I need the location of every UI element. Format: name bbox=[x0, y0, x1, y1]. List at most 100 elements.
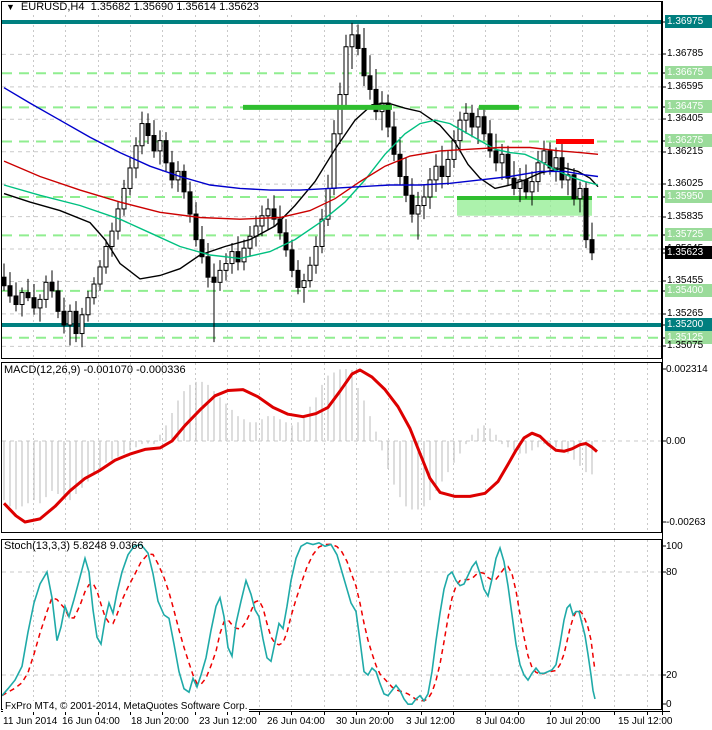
macd-axis-label: 0.00 bbox=[666, 436, 686, 447]
candle-body bbox=[301, 280, 307, 288]
candle-body bbox=[79, 314, 85, 335]
price-label: 1.35400 bbox=[665, 284, 712, 297]
candle-body bbox=[391, 126, 397, 155]
candle-body bbox=[31, 297, 37, 309]
candle-body bbox=[277, 218, 283, 234]
time-label: 18 Jun 20:00 bbox=[131, 716, 189, 727]
time-label: 15 Jul 12:00 bbox=[618, 716, 673, 727]
candle-body bbox=[67, 310, 73, 326]
candle-body bbox=[199, 239, 205, 258]
candle-body bbox=[367, 75, 373, 90]
candle-body bbox=[553, 157, 559, 169]
price-label: 1.35125 bbox=[665, 331, 712, 344]
candle-body bbox=[397, 153, 403, 177]
candle-body bbox=[139, 123, 145, 147]
stoch-axis-label: 80 bbox=[666, 567, 678, 578]
candle-body bbox=[109, 230, 115, 247]
macd-signal-line bbox=[2, 368, 598, 524]
stoch-k-line bbox=[2, 541, 596, 706]
support-zone bbox=[457, 196, 592, 216]
price-label: 1.35950 bbox=[665, 190, 712, 203]
candle-body bbox=[73, 310, 79, 335]
candle-body bbox=[421, 196, 427, 207]
candle-body bbox=[241, 247, 247, 263]
price-label: 1.36785 bbox=[667, 48, 704, 59]
candle-body bbox=[439, 165, 445, 177]
candle-body bbox=[373, 88, 379, 113]
candle-body bbox=[55, 290, 61, 312]
symbol-dropdown-icon[interactable]: ▼ bbox=[6, 2, 15, 12]
candle-body bbox=[469, 112, 475, 128]
candle-body bbox=[169, 162, 175, 181]
candle-body bbox=[13, 295, 19, 306]
ohlc-values: 1.35682 1.35690 1.35614 1.35623 bbox=[90, 1, 259, 13]
candle-body bbox=[361, 47, 367, 77]
time-label: 11 Jun 2014 bbox=[3, 716, 58, 727]
candle-body bbox=[505, 153, 511, 179]
candle-body bbox=[157, 140, 163, 152]
time-label: 3 Jul 12:00 bbox=[406, 716, 455, 727]
candle-body bbox=[337, 94, 343, 135]
candle-body bbox=[433, 165, 439, 181]
candle-body bbox=[547, 150, 553, 169]
candle-body bbox=[127, 167, 133, 189]
price-label: 1.35455 bbox=[667, 275, 704, 286]
candle-body bbox=[145, 123, 151, 137]
macd-axis-label: -0.00263 bbox=[666, 517, 706, 528]
candle-body bbox=[295, 269, 301, 288]
price-label: 1.35075 bbox=[667, 340, 704, 351]
ma-black bbox=[3, 102, 599, 280]
candle-body bbox=[181, 170, 187, 193]
candle-body bbox=[319, 218, 325, 247]
candle-body bbox=[193, 213, 199, 241]
candle-body bbox=[223, 263, 229, 271]
candle-body bbox=[463, 112, 469, 121]
candle-body bbox=[517, 179, 523, 189]
ma-red bbox=[3, 146, 599, 220]
price-label: 1.36595 bbox=[667, 81, 704, 92]
price-label: 1.35725 bbox=[665, 228, 712, 241]
candle-body bbox=[589, 239, 595, 254]
ma-blue bbox=[3, 87, 599, 191]
candle-body bbox=[343, 46, 349, 96]
main-plot bbox=[2, 22, 599, 348]
price-label: 1.36475 bbox=[665, 100, 712, 113]
macd-panel-border bbox=[1, 362, 662, 533]
candle-body bbox=[43, 281, 49, 300]
stoch-panel-border bbox=[1, 539, 662, 710]
candle-body bbox=[331, 133, 337, 189]
candle-body bbox=[307, 264, 313, 282]
candle-body bbox=[217, 269, 223, 283]
time-label: 30 Jun 20:00 bbox=[336, 716, 394, 727]
candle-body bbox=[91, 283, 97, 299]
candle-body bbox=[427, 179, 433, 198]
price-label: 1.36025 bbox=[667, 178, 704, 189]
candle-body bbox=[265, 208, 271, 217]
candle-body bbox=[499, 153, 505, 164]
candle-body bbox=[25, 292, 31, 299]
time-label: 26 Jun 04:00 bbox=[267, 716, 325, 727]
candle-body bbox=[445, 158, 451, 177]
candle-body bbox=[493, 150, 499, 164]
current-price-label: 1.35623 bbox=[665, 246, 712, 259]
candle-body bbox=[2, 276, 7, 287]
candle-body bbox=[211, 276, 217, 283]
candle-body bbox=[355, 34, 361, 49]
price-label: 1.35265 bbox=[667, 308, 704, 319]
stoch-indicator-label: Stoch(13,3,3) 5.8248 9.0366 bbox=[4, 540, 144, 552]
candle-body bbox=[481, 116, 487, 135]
price-label: 1.36405 bbox=[667, 113, 704, 124]
candle-body bbox=[571, 174, 577, 200]
candle-body bbox=[577, 187, 583, 200]
candle-body bbox=[475, 116, 481, 128]
symbol-period-label: EURUSD,H4 bbox=[20, 1, 85, 13]
candle-body bbox=[19, 292, 25, 306]
candle-body bbox=[151, 135, 157, 152]
candle-body bbox=[409, 194, 415, 215]
candle-body bbox=[97, 266, 103, 285]
candle-body bbox=[7, 285, 13, 297]
candle-body bbox=[541, 150, 547, 164]
stoch-axis-label: 20 bbox=[666, 670, 678, 681]
